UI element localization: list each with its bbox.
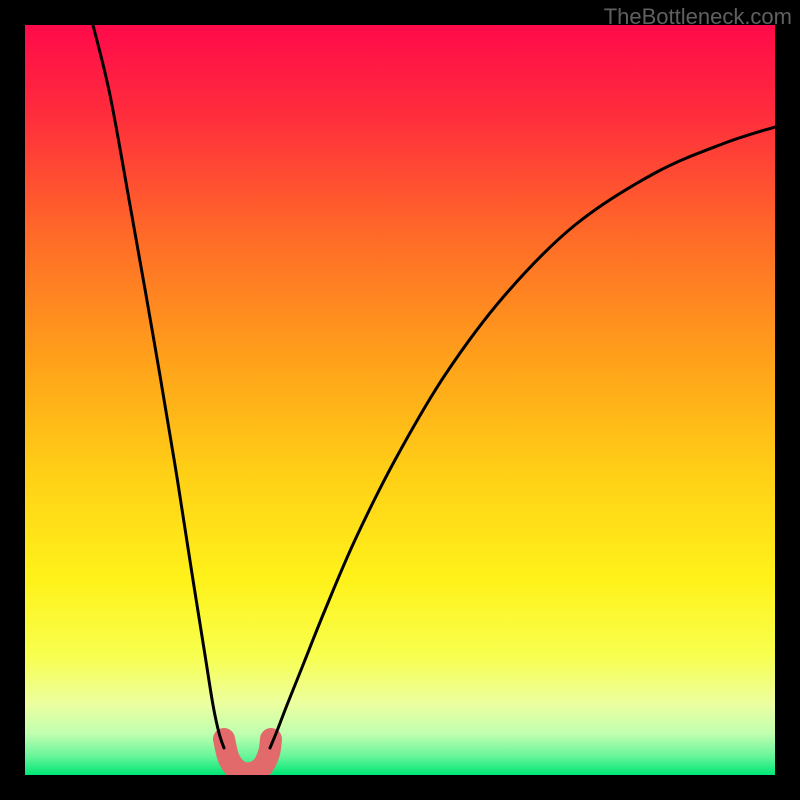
plot-area bbox=[25, 25, 775, 775]
watermark-text: TheBottleneck.com bbox=[604, 4, 792, 30]
gradient-background bbox=[25, 25, 775, 775]
chart-frame: TheBottleneck.com bbox=[0, 0, 800, 800]
chart-svg bbox=[25, 25, 775, 775]
